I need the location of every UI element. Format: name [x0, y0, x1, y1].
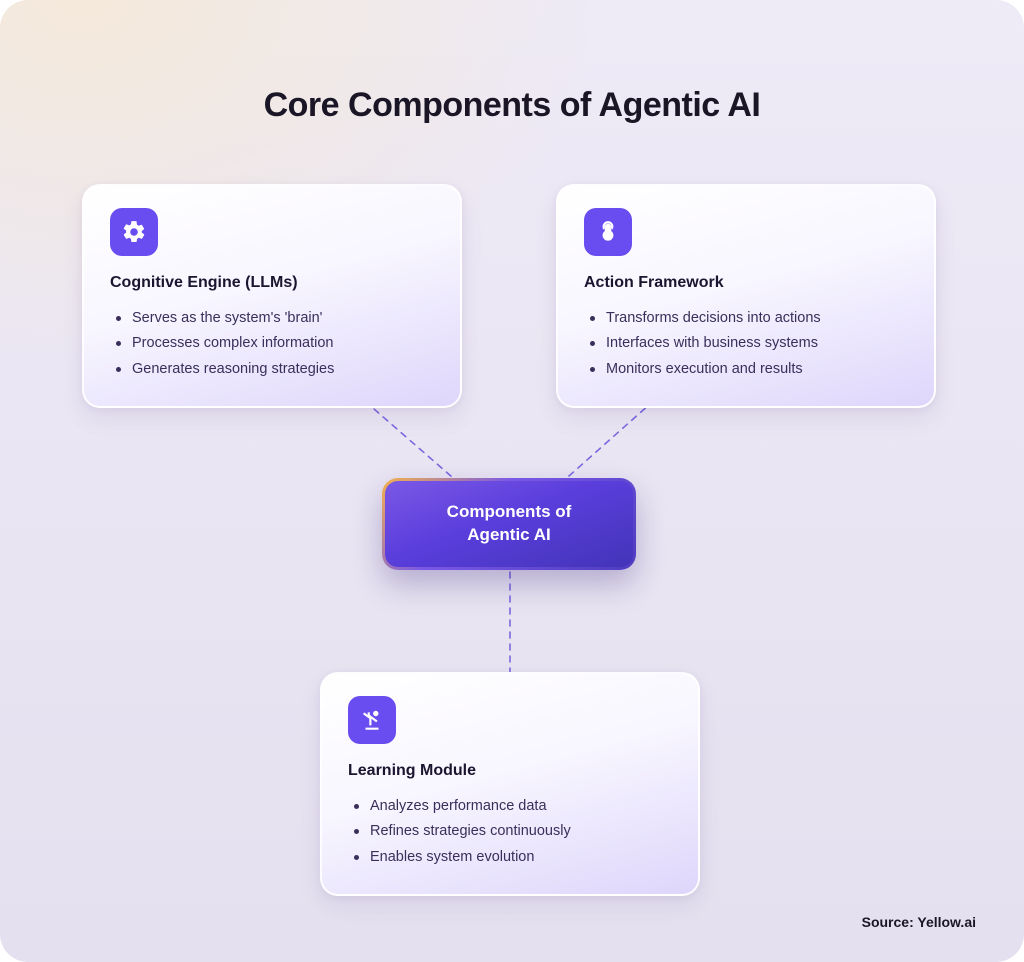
gear-icon	[110, 208, 158, 256]
bullet-item: Interfaces with business systems	[588, 331, 908, 356]
bullet-item: Monitors execution and results	[588, 357, 908, 382]
card-bullets: Serves as the system's 'brain'Processes …	[110, 306, 434, 382]
center-line-2: Agentic AI	[467, 525, 550, 544]
lamp-icon	[348, 696, 396, 744]
card-bullets: Analyzes performance dataRefines strateg…	[348, 794, 672, 870]
card-title: Action Framework	[584, 274, 908, 292]
source-prefix: Source:	[862, 914, 918, 930]
card-title: Learning Module	[348, 762, 672, 780]
center-line-1: Components of	[447, 502, 572, 521]
card-cognitive: Cognitive Engine (LLMs) Serves as the sys…	[82, 184, 462, 408]
card-learning: Learning Module Analyzes performance data…	[320, 672, 700, 896]
bullet-item: Serves as the system's 'brain'	[114, 306, 434, 331]
bullet-item: Enables system evolution	[352, 845, 672, 870]
infographic-canvas: Core Components of Agentic AI Cognitive …	[0, 0, 1024, 962]
touch-icon	[584, 208, 632, 256]
card-title: Cognitive Engine (LLMs)	[110, 274, 434, 292]
bullet-item: Generates reasoning strategies	[114, 357, 434, 382]
main-title: Core Components of Agentic AI	[0, 86, 1024, 125]
bullet-item: Processes complex information	[114, 331, 434, 356]
source-name: Yellow.ai	[917, 914, 976, 930]
card-bullets: Transforms decisions into actionsInterfa…	[584, 306, 908, 382]
source-attribution: Source: Yellow.ai	[862, 914, 976, 930]
card-action: Action Framework Transforms decisions int…	[556, 184, 936, 408]
bullet-item: Analyzes performance data	[352, 794, 672, 819]
bullet-item: Refines strategies continuously	[352, 819, 672, 844]
bullet-item: Transforms decisions into actions	[588, 306, 908, 331]
center-node: Components of Agentic AI	[382, 478, 636, 570]
